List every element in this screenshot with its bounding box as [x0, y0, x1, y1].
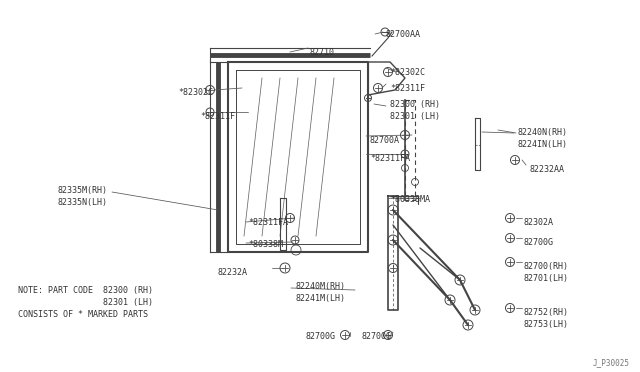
Text: 82753(LH): 82753(LH)	[524, 320, 569, 329]
Text: 82700(RH): 82700(RH)	[524, 262, 569, 271]
Text: 82700G: 82700G	[362, 332, 392, 341]
Text: J_P30025: J_P30025	[593, 358, 630, 367]
Text: 82301 (LH): 82301 (LH)	[18, 298, 153, 307]
Text: 82300 (RH): 82300 (RH)	[390, 100, 440, 109]
Text: 82700A: 82700A	[370, 136, 400, 145]
Text: 82700AA: 82700AA	[385, 30, 420, 39]
Text: 82232A: 82232A	[218, 268, 248, 277]
Text: 82241M(LH): 82241M(LH)	[295, 294, 345, 303]
Text: 82240N(RH): 82240N(RH)	[518, 128, 568, 137]
Text: 82752(RH): 82752(RH)	[524, 308, 569, 317]
Text: *82302C: *82302C	[390, 68, 425, 77]
Text: 82232AA: 82232AA	[530, 165, 565, 174]
Text: 82710: 82710	[310, 48, 335, 57]
Text: *80338M: *80338M	[248, 240, 283, 249]
Text: *82311FA: *82311FA	[248, 218, 288, 227]
Text: NOTE: PART CODE  82300 (RH): NOTE: PART CODE 82300 (RH)	[18, 286, 153, 295]
Text: 8224IN(LH): 8224IN(LH)	[518, 140, 568, 149]
Text: *80338MA: *80338MA	[390, 195, 430, 204]
Text: 82240M(RH): 82240M(RH)	[295, 282, 345, 291]
Text: 82301 (LH): 82301 (LH)	[390, 112, 440, 121]
Text: *82311FA: *82311FA	[370, 154, 410, 163]
Text: 82700G: 82700G	[524, 238, 554, 247]
Text: *82302C: *82302C	[178, 88, 213, 97]
Text: *82311F: *82311F	[390, 84, 425, 93]
Text: 82700G: 82700G	[305, 332, 335, 341]
Text: 82302A: 82302A	[524, 218, 554, 227]
Text: 82335N(LH): 82335N(LH)	[58, 198, 108, 207]
Text: 82335M(RH): 82335M(RH)	[58, 186, 108, 195]
Text: 82701(LH): 82701(LH)	[524, 274, 569, 283]
Text: *82311F: *82311F	[200, 112, 235, 121]
Text: CONSISTS OF * MARKED PARTS: CONSISTS OF * MARKED PARTS	[18, 310, 148, 319]
